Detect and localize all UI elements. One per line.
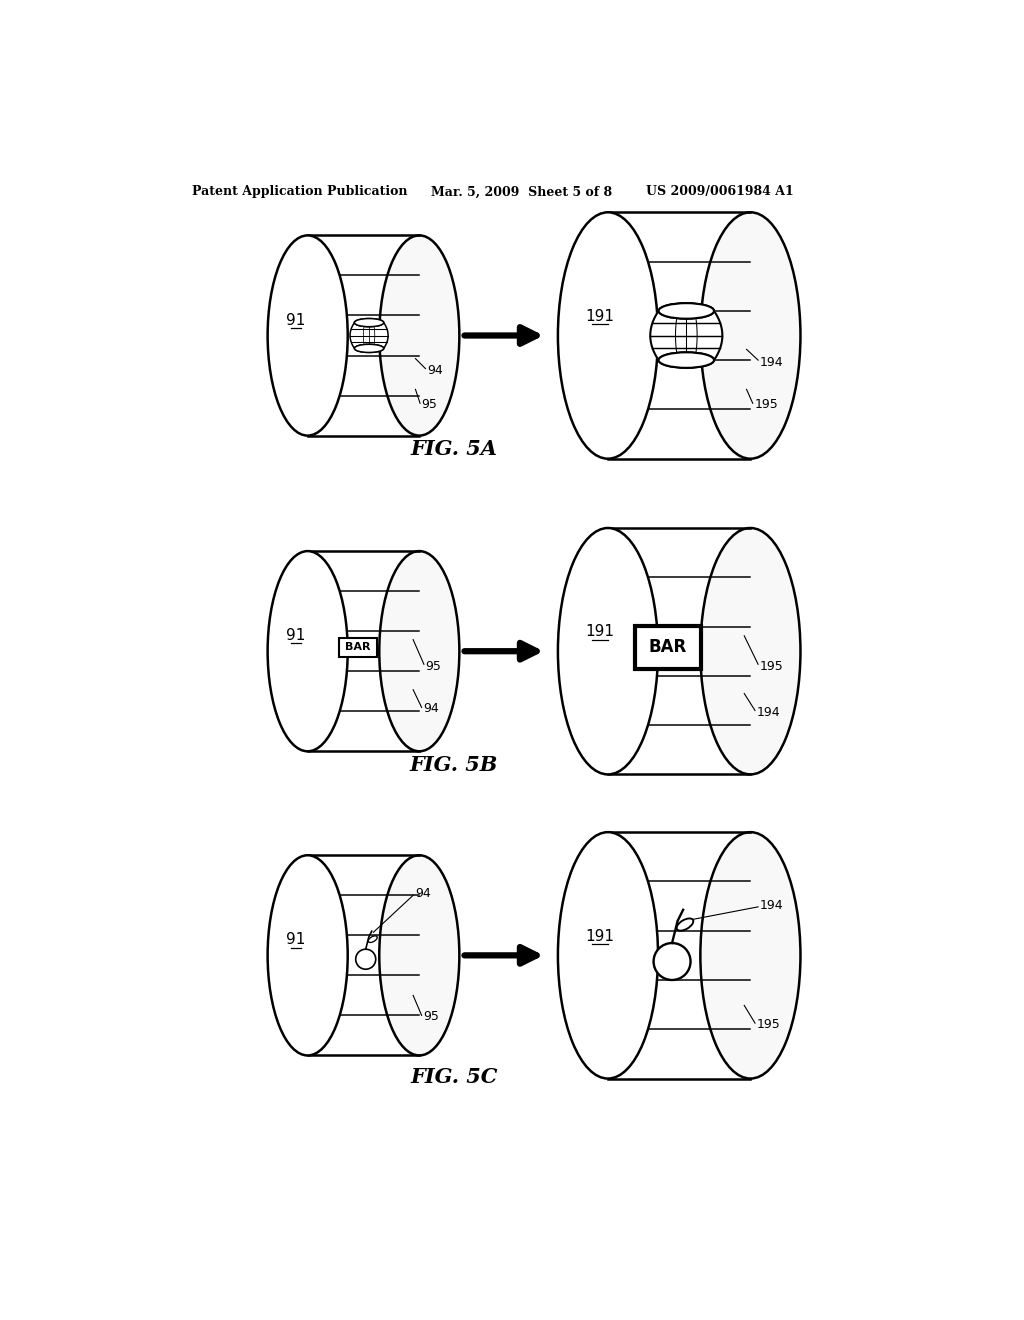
Ellipse shape (700, 832, 801, 1078)
Circle shape (355, 949, 376, 969)
Text: US 2009/0061984 A1: US 2009/0061984 A1 (646, 185, 795, 198)
Text: 194: 194 (760, 356, 783, 370)
Text: Patent Application Publication: Patent Application Publication (193, 185, 408, 198)
Text: 94: 94 (427, 363, 442, 376)
Text: 91: 91 (287, 932, 306, 948)
Polygon shape (650, 312, 722, 360)
Bar (635, 626, 700, 668)
Text: 91: 91 (287, 628, 306, 643)
Ellipse shape (700, 528, 801, 775)
Text: 95: 95 (422, 399, 437, 412)
Polygon shape (350, 322, 388, 348)
Ellipse shape (658, 352, 714, 368)
Text: 194: 194 (757, 706, 780, 719)
Text: 191: 191 (586, 309, 614, 323)
Text: BAR: BAR (648, 639, 687, 656)
Circle shape (653, 942, 690, 979)
Text: 195: 195 (755, 399, 778, 412)
Ellipse shape (379, 552, 460, 751)
Ellipse shape (354, 345, 384, 352)
Ellipse shape (267, 235, 348, 436)
Ellipse shape (379, 855, 460, 1056)
Ellipse shape (369, 936, 377, 942)
Ellipse shape (558, 528, 658, 775)
Text: FIG. 5C: FIG. 5C (411, 1067, 498, 1086)
Text: 191: 191 (586, 624, 614, 639)
Ellipse shape (354, 318, 384, 326)
Text: 94: 94 (423, 702, 439, 715)
Text: 194: 194 (760, 899, 783, 912)
Ellipse shape (267, 855, 348, 1056)
Text: 195: 195 (757, 1018, 780, 1031)
Text: FIG. 5B: FIG. 5B (410, 755, 498, 775)
Text: 195: 195 (760, 660, 783, 673)
Ellipse shape (267, 552, 348, 751)
Ellipse shape (658, 304, 714, 318)
Bar (339, 638, 377, 656)
Text: 191: 191 (586, 928, 614, 944)
Ellipse shape (379, 235, 460, 436)
Ellipse shape (558, 832, 658, 1078)
Text: Mar. 5, 2009  Sheet 5 of 8: Mar. 5, 2009 Sheet 5 of 8 (431, 185, 612, 198)
Ellipse shape (658, 304, 714, 318)
Ellipse shape (354, 318, 384, 326)
Ellipse shape (658, 352, 714, 368)
Ellipse shape (700, 213, 801, 459)
Text: 95: 95 (423, 1010, 439, 1023)
Ellipse shape (354, 345, 384, 352)
Text: 95: 95 (425, 660, 441, 673)
Text: BAR: BAR (345, 643, 371, 652)
Text: 94: 94 (416, 887, 431, 900)
Text: FIG. 5A: FIG. 5A (411, 440, 498, 459)
Text: 91: 91 (287, 313, 306, 327)
Ellipse shape (677, 919, 693, 931)
Ellipse shape (558, 213, 658, 459)
